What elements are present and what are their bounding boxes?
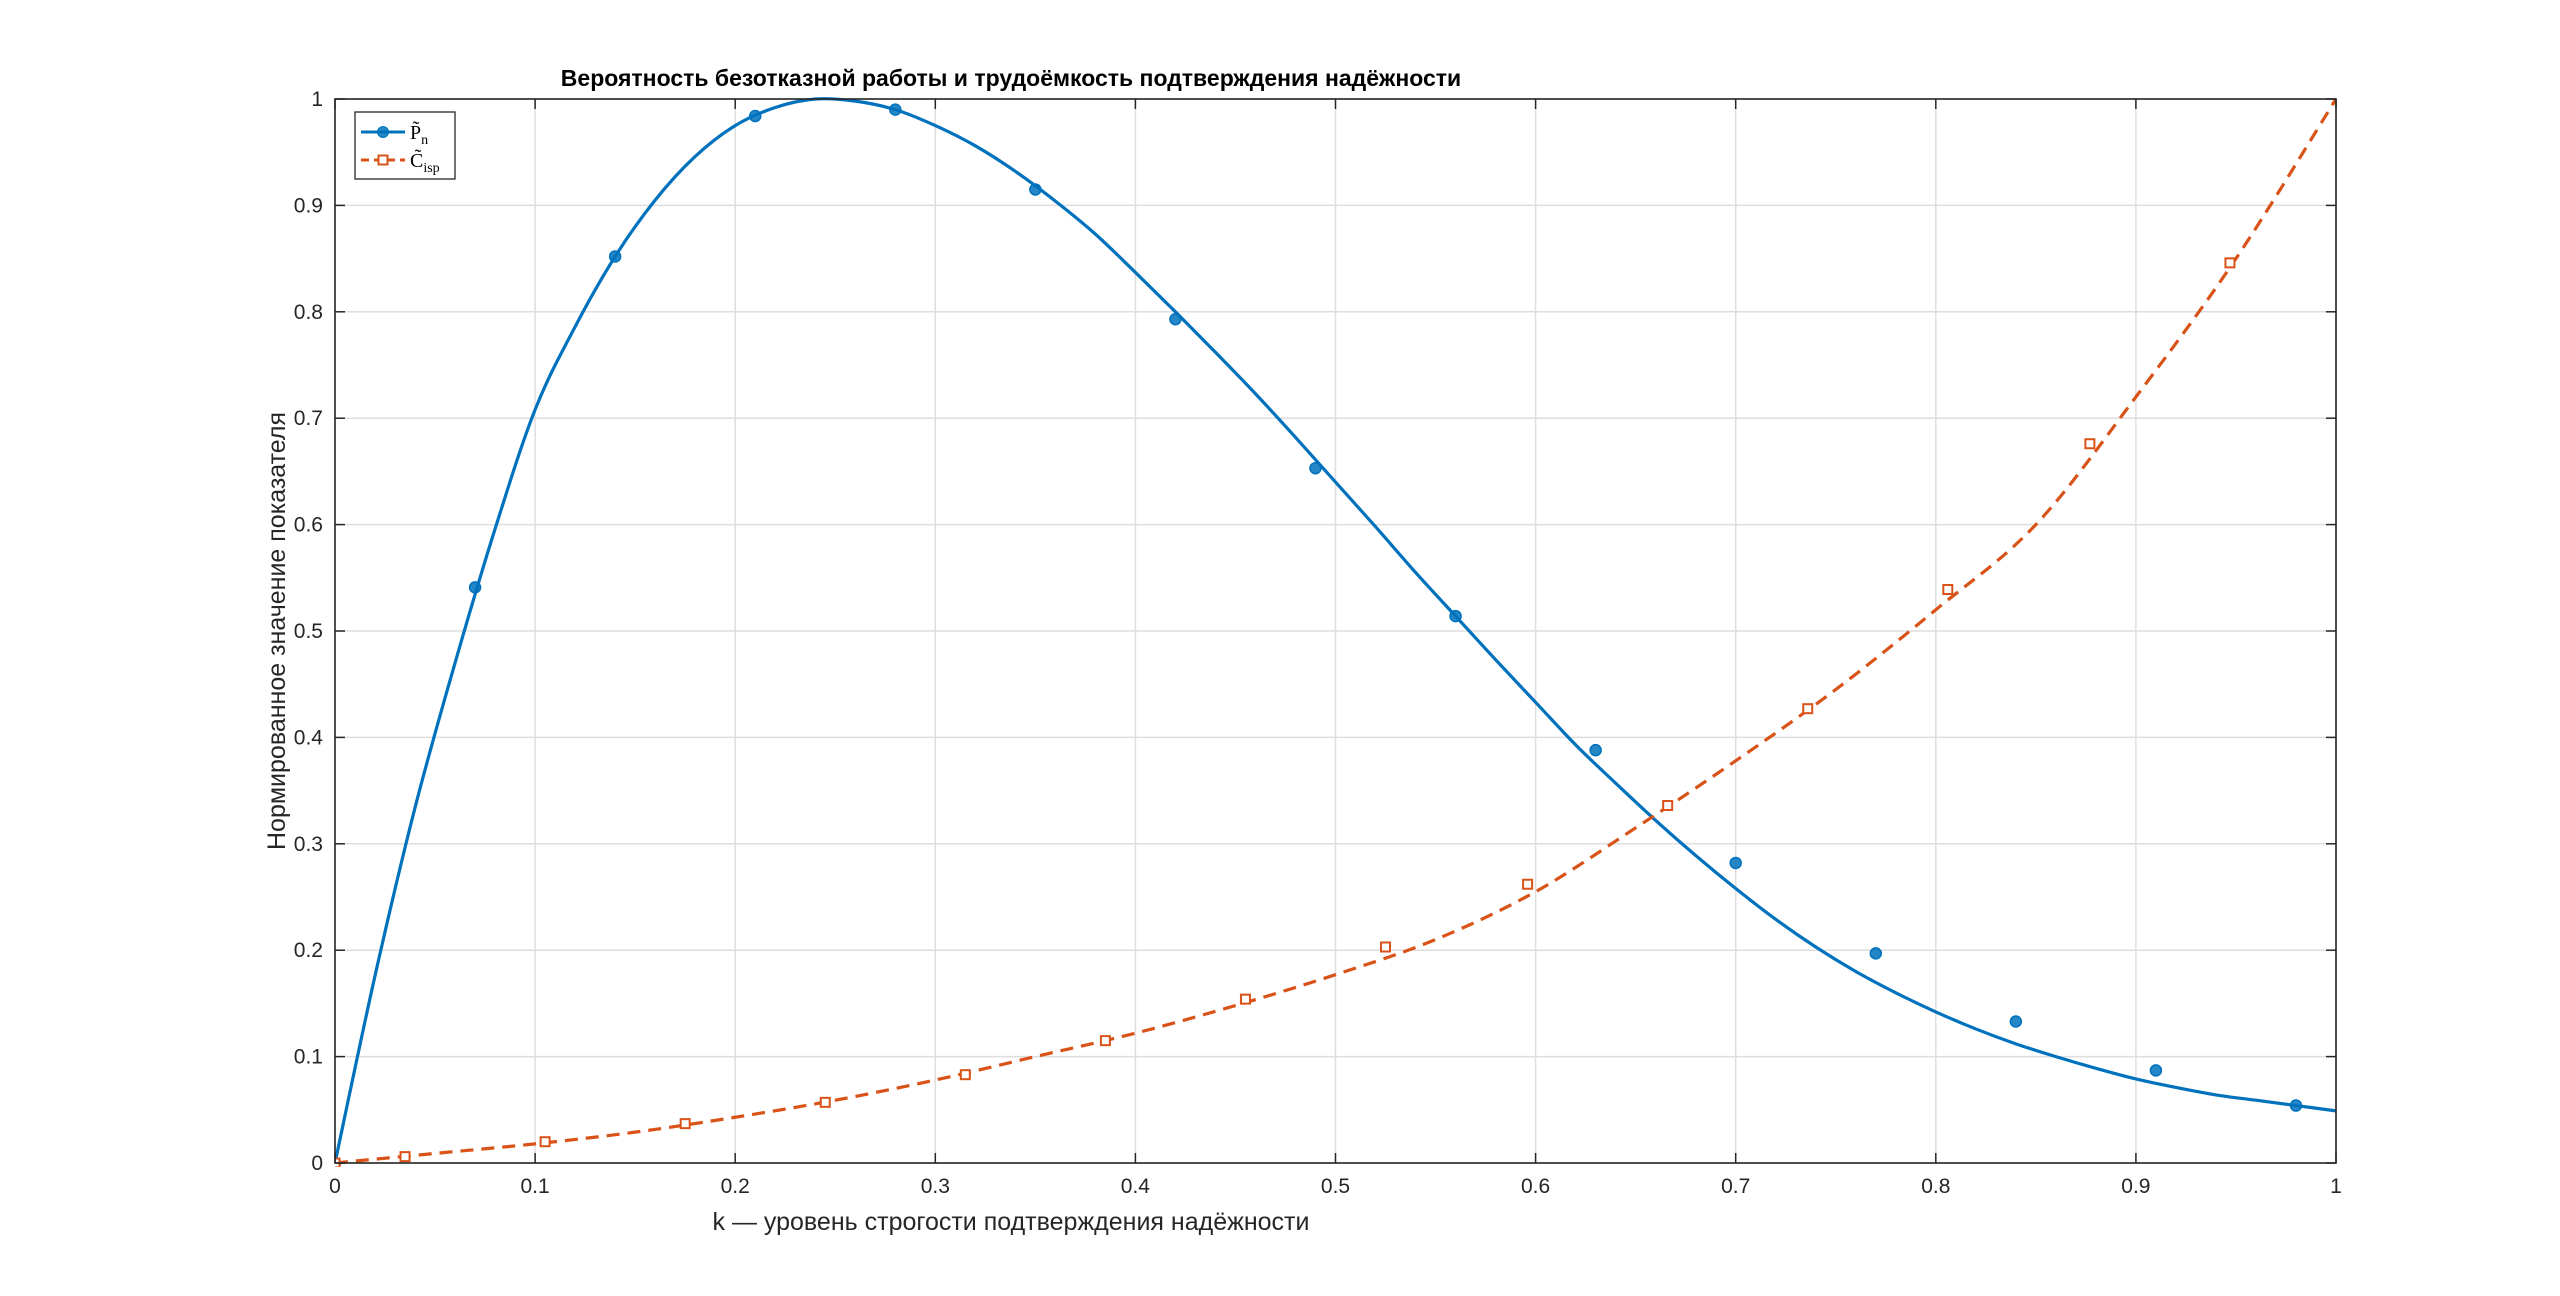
data-point	[959, 1069, 971, 1081]
series-group	[335, 97, 2336, 1167]
data-point	[1099, 1035, 1111, 1047]
data-point	[539, 1136, 551, 1148]
data-point	[1729, 856, 1742, 870]
data-point	[1380, 941, 1392, 953]
y-tick-label: 0.1	[294, 1046, 323, 1069]
y-tick-label: 0	[311, 1152, 323, 1175]
series-1	[335, 97, 2336, 1167]
x-tick-label: 0.5	[1321, 1175, 1350, 1198]
legend-marker-2	[377, 154, 389, 166]
chart-title: Вероятность безотказной работы и трудоём…	[561, 65, 1461, 91]
tick-labels: 0 0.1 0.2 0.3 0.4 0.5 0.6 0.7 0.8 0.9 1 0 0.1 0.2 0.3 0…	[294, 88, 2342, 1198]
data-point	[2224, 257, 2236, 269]
data-point	[1169, 312, 1182, 326]
data-point	[1662, 799, 1674, 811]
series-line-1	[335, 97, 2336, 1164]
x-tick-label: 0.7	[1721, 1175, 1750, 1198]
y-tick-label: 0.7	[294, 407, 323, 430]
data-point	[468, 581, 482, 594]
legend-label-1: P̃n	[410, 120, 428, 148]
data-point	[1449, 609, 1462, 623]
legend: P̃nC̃isp	[354, 111, 456, 180]
data-point	[1802, 703, 1814, 715]
y-tick-label: 0.2	[294, 939, 323, 962]
y-tick-label: 0.9	[294, 194, 323, 217]
data-point	[1942, 584, 1954, 596]
legend-box	[354, 111, 456, 180]
y-tick-label: 0.5	[294, 620, 323, 643]
data-point	[1522, 878, 1534, 890]
data-point	[2289, 1099, 2303, 1112]
y-tick-label: 0.4	[294, 726, 324, 749]
data-point	[889, 103, 902, 116]
data-point	[819, 1096, 831, 1108]
x-tick-label: 0	[329, 1175, 341, 1198]
data-point	[1869, 947, 1883, 960]
axes	[334, 98, 2337, 1164]
data-point	[1309, 461, 1322, 475]
data-point	[399, 1151, 411, 1163]
legend-marker-1	[377, 126, 389, 138]
x-axis-title: k — уровень строгости подтверждения надё…	[713, 1208, 1310, 1236]
y-tick-label: 0.8	[294, 301, 323, 324]
data-point	[679, 1118, 691, 1130]
x-tick-label: 0.1	[520, 1175, 549, 1198]
data-point	[1029, 183, 1042, 196]
data-point	[2009, 1015, 2023, 1028]
x-tick-label: 0.2	[721, 1175, 750, 1198]
y-tick-label: 0.3	[294, 833, 323, 856]
data-point	[2149, 1064, 2163, 1077]
y-tick-label: 0.6	[294, 514, 323, 537]
y-axis-title: Нормированное значение показателя	[263, 412, 291, 850]
data-point	[2084, 438, 2096, 450]
x-tick-label: 1	[2330, 1175, 2342, 1198]
data-point	[1239, 993, 1251, 1005]
x-tick-label: 0.6	[1521, 1175, 1550, 1198]
data-point	[748, 109, 762, 123]
x-tick-label: 0.8	[1921, 1175, 1950, 1198]
y-tick-label: 1	[311, 88, 323, 111]
plot-frame	[334, 98, 2337, 1164]
legend-label-2: C̃isp	[410, 148, 440, 176]
data-point	[608, 250, 622, 263]
x-tick-label: 0.9	[2121, 1175, 2150, 1198]
x-tick-label: 0.3	[921, 1175, 950, 1198]
x-tick-label: 0.4	[1121, 1175, 1151, 1198]
data-point	[1589, 743, 1602, 757]
series-2	[335, 98, 2336, 1167]
